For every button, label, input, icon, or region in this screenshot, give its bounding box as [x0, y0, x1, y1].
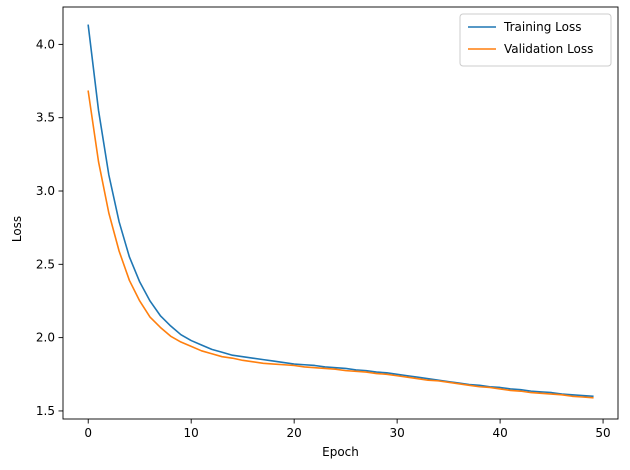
x-axis: 0 10 20 30 40 50: [84, 419, 611, 440]
legend-label: Training Loss: [503, 20, 581, 34]
x-tick-label: 50: [595, 426, 610, 440]
y-tick-label: 3.0: [36, 184, 55, 198]
plot-area: [62, 6, 619, 420]
y-tick-label: 3.5: [36, 111, 55, 125]
x-tick-label: 40: [492, 426, 507, 440]
legend-box: [459, 13, 612, 67]
x-tick-label: 0: [84, 426, 92, 440]
y-axis-label: Loss: [10, 216, 24, 242]
x-tick-label: 10: [184, 426, 199, 440]
series-line-training-loss: [87, 24, 594, 398]
x-axis-label: Epoch: [322, 445, 359, 459]
y-tick-label: 2.5: [36, 257, 55, 271]
y-axis: 1.5 2.0 2.5 3.0 3.5 4.0: [36, 37, 63, 418]
y-tick-label: 4.0: [36, 37, 55, 51]
y-tick-label: 2.0: [36, 331, 55, 345]
series-line-validation-loss: [87, 90, 594, 399]
legend: Training Loss Validation Loss: [459, 13, 612, 67]
axes-frame: [62, 6, 619, 420]
y-tick-label: 1.5: [36, 404, 55, 418]
legend-label: Validation Loss: [504, 42, 593, 56]
x-tick-label: 30: [389, 426, 404, 440]
x-tick-label: 20: [287, 426, 302, 440]
